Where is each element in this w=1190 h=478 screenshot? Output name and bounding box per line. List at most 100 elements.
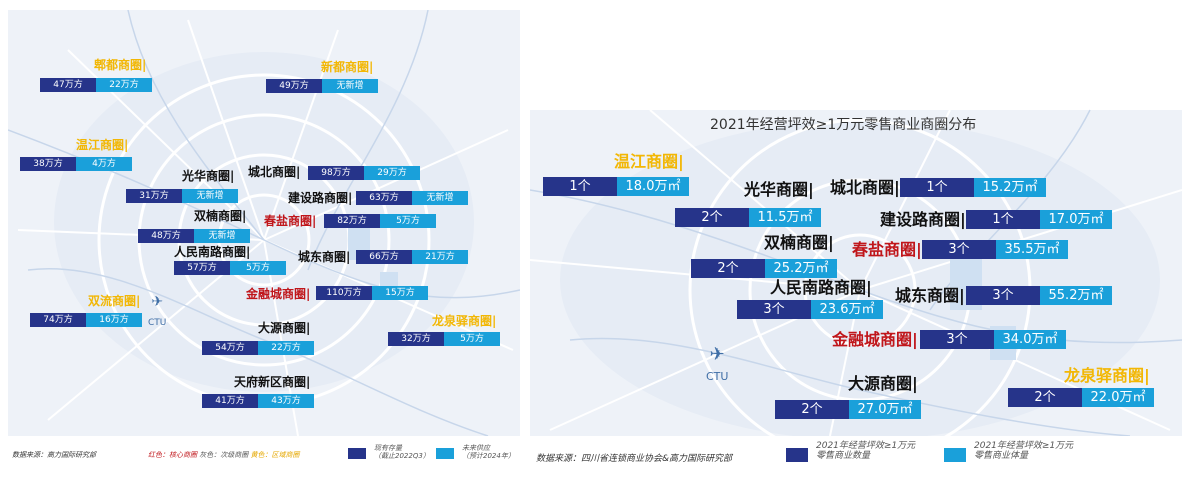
right-map-background	[530, 10, 1182, 436]
legend-swatch-count	[786, 448, 808, 462]
right-footer: 数据来源：四川省连锁商业协会&高力国际研究部 2021年经营坪效≥1万元 零售商…	[530, 436, 1182, 478]
existing-stock-value: 49万方	[266, 79, 322, 93]
left-district-name-pidu: 郫都商圈|	[94, 58, 147, 72]
left-district-bar-chengdong: 66万方 21万方	[356, 250, 468, 264]
existing-stock-value: 110万方	[316, 286, 372, 300]
left-data-source: 数据来源：高力国际研究部	[12, 451, 96, 459]
right-airport-marker: ✈ CTU	[706, 344, 728, 384]
right-map-canvas: 2021年经营坪效≥1万元零售商业商圈分布 ✈ CTU 温江商圈| 1个 18.…	[530, 10, 1182, 436]
business-count-value: 3个	[737, 300, 811, 319]
right-district-name-jianshelu: 建设路商圈|	[880, 210, 966, 229]
existing-stock-value: 31万方	[126, 189, 182, 203]
existing-stock-value: 74万方	[30, 313, 86, 327]
future-supply-value: 5万方	[380, 214, 436, 228]
left-district-bar-wenjiang: 38万方 4万方	[20, 157, 132, 171]
future-supply-value: 无新增	[412, 191, 468, 205]
existing-stock-value: 54万方	[202, 341, 258, 355]
future-supply-value: 5万方	[444, 332, 500, 346]
existing-stock-value: 41万方	[202, 394, 258, 408]
right-district-name-guanghua: 光华商圈|	[744, 180, 814, 199]
future-supply-value: 22万方	[258, 341, 314, 355]
left-district-name-longquanyi: 龙泉驿商圈|	[432, 314, 497, 328]
existing-stock-value: 66万方	[356, 250, 412, 264]
left-zone-color-note: 红色：核心商圈 灰色：次级商圈 黄色：区域商圈	[148, 450, 299, 460]
legend-swatch-area	[944, 448, 966, 462]
future-supply-value: 无新增	[194, 229, 250, 243]
left-district-name-dayuan: 大源商圈|	[258, 321, 311, 335]
note-regional-zone: 黄色：区域商圈	[250, 451, 300, 459]
business-area-value: 17.0万㎡	[1040, 210, 1112, 229]
left-district-bar-chunyan: 82万方 5万方	[324, 214, 436, 228]
left-district-name-guanghua: 光华商圈|	[182, 169, 235, 183]
left-footer: 数据来源：高力国际研究部 红色：核心商圈 灰色：次级商圈 黄色：区域商圈 现有存…	[8, 436, 520, 478]
left-district-name-wenjiang: 温江商圈|	[76, 138, 129, 152]
right-district-name-wenjiang: 温江商圈|	[614, 152, 684, 171]
right-district-name-longquanyi: 龙泉驿商圈|	[1064, 366, 1150, 385]
left-map-panel: ✈ CTU 郫都商圈| 47万方 22万方 新都商圈| 49万方 无新增 温江商…	[8, 10, 520, 478]
left-district-bar-dayuan: 54万方 22万方	[202, 341, 314, 355]
right-district-bar-wenjiang: 1个 18.0万㎡	[543, 177, 689, 196]
airplane-icon: ✈	[151, 294, 164, 310]
left-district-bar-shuangnan: 48万方 无新增	[138, 229, 250, 243]
future-supply-value: 4万方	[76, 157, 132, 171]
left-district-bar-guanghua: 31万方 无新增	[126, 189, 238, 203]
right-data-source: 数据来源：四川省连锁商业协会&高力国际研究部	[536, 454, 733, 464]
business-count-value: 1个	[966, 210, 1040, 229]
left-district-bar-renminnanlu: 57万方 5万方	[174, 261, 286, 275]
business-area-value: 15.2万㎡	[974, 178, 1046, 197]
future-supply-value: 29万方	[364, 166, 420, 180]
existing-stock-value: 32万方	[388, 332, 444, 346]
right-district-name-chunyan: 春盐商圈|	[852, 240, 922, 259]
business-count-value: 2个	[691, 259, 765, 278]
right-map-title: 2021年经营坪效≥1万元零售商业商圈分布	[710, 117, 977, 133]
business-area-value: 34.0万㎡	[994, 330, 1066, 349]
business-area-value: 23.6万㎡	[811, 300, 883, 319]
left-district-bar-chengbei: 98万方 29万方	[308, 166, 420, 180]
business-count-value: 2个	[675, 208, 749, 227]
business-area-value: 25.2万㎡	[765, 259, 837, 278]
existing-stock-value: 57万方	[174, 261, 230, 275]
right-district-name-renminnanlu: 人民南路商圈|	[770, 278, 872, 297]
left-district-name-shuangnan: 双楠商圈|	[194, 209, 247, 223]
right-district-bar-chunyan: 3个 35.5万㎡	[922, 240, 1068, 259]
business-count-value: 3个	[922, 240, 996, 259]
left-district-name-xindu: 新都商圈|	[321, 60, 374, 74]
business-area-value: 18.0万㎡	[617, 177, 689, 196]
future-supply-value: 16万方	[86, 313, 142, 327]
business-area-value: 22.0万㎡	[1082, 388, 1154, 407]
left-district-name-jianshelu: 建设路商圈|	[288, 191, 353, 205]
left-district-name-renminnanlu: 人民南路商圈|	[174, 245, 251, 259]
left-airport-code: CTU	[148, 318, 167, 328]
right-district-bar-guanghua: 2个 11.5万㎡	[675, 208, 821, 227]
legend-label-future: 未来供应 （预计2024年）	[462, 444, 515, 461]
left-airport-marker: ✈ CTU	[148, 294, 166, 329]
existing-stock-value: 38万方	[20, 157, 76, 171]
right-district-bar-jinrongcheng: 3个 34.0万㎡	[920, 330, 1066, 349]
note-secondary-zone: 灰色：次级商圈	[199, 451, 249, 459]
legend-label-area: 2021年经营坪效≥1万元 零售商业体量	[974, 441, 1074, 462]
future-supply-value: 无新增	[182, 189, 238, 203]
left-district-bar-longquanyi: 32万方 5万方	[388, 332, 500, 346]
left-district-name-tianfuxinqu: 天府新区商圈|	[234, 375, 311, 389]
business-count-value: 2个	[1008, 388, 1082, 407]
business-area-value: 27.0万㎡	[849, 400, 921, 419]
existing-stock-value: 48万方	[138, 229, 194, 243]
business-area-value: 55.2万㎡	[1040, 286, 1112, 305]
right-district-name-chengbei: 城北商圈|	[830, 178, 900, 197]
right-map-panel: 2021年经营坪效≥1万元零售商业商圈分布 ✈ CTU 温江商圈| 1个 18.…	[530, 10, 1182, 478]
left-district-name-chengdong: 城东商圈|	[298, 250, 351, 264]
left-district-bar-tianfuxinqu: 41万方 43万方	[202, 394, 314, 408]
left-district-bar-jinrongcheng: 110万方 15万方	[316, 286, 428, 300]
future-supply-value: 15万方	[372, 286, 428, 300]
future-supply-value: 无新增	[322, 79, 378, 93]
right-district-bar-longquanyi: 2个 22.0万㎡	[1008, 388, 1154, 407]
right-district-bar-jianshelu: 1个 17.0万㎡	[966, 210, 1112, 229]
left-district-bar-shuangliu: 74万方 16万方	[30, 313, 142, 327]
note-core-zone: 红色：核心商圈	[148, 451, 197, 459]
left-district-name-chunyan: 春盐商圈|	[264, 214, 317, 228]
future-supply-value: 21万方	[412, 250, 468, 264]
business-area-value: 11.5万㎡	[749, 208, 821, 227]
existing-stock-value: 98万方	[308, 166, 364, 180]
future-supply-value: 22万方	[96, 78, 152, 92]
business-count-value: 3个	[966, 286, 1040, 305]
